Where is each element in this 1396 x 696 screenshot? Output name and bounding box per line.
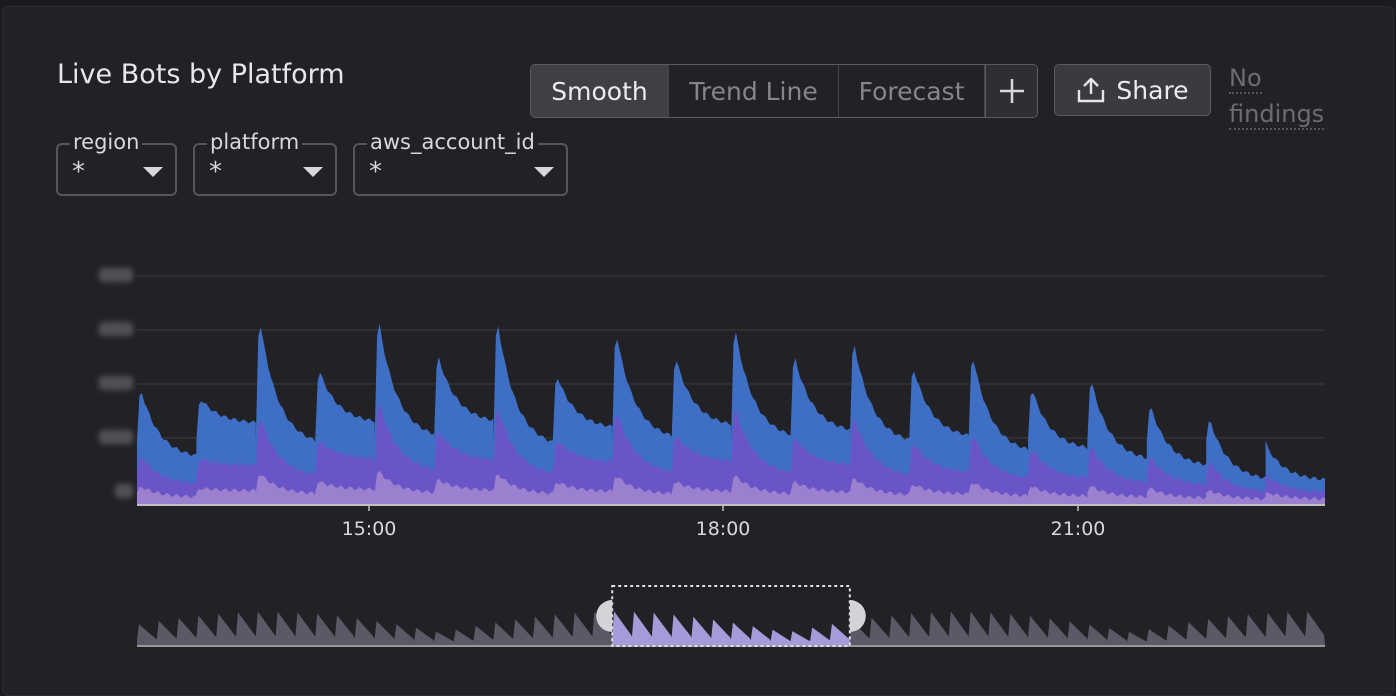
overview-left-handle[interactable]: [596, 600, 613, 632]
overview-area: [137, 611, 1325, 645]
overview-selected-area: [612, 611, 850, 645]
forecast-toggle[interactable]: Forecast: [839, 65, 985, 117]
overview-right-handle[interactable]: [849, 600, 866, 632]
platform-filter[interactable]: platform *: [193, 130, 337, 196]
widget-panel: [2, 6, 1394, 696]
region-filter[interactable]: region *: [56, 130, 177, 196]
findings-text: No findings: [1229, 64, 1325, 130]
series-area-top: [137, 323, 1325, 504]
y-tick-label: [99, 322, 133, 336]
region-filter-value: *: [72, 157, 85, 187]
upload-icon: [1078, 77, 1105, 103]
chevron-down-icon: [303, 167, 323, 177]
widget-title: Live Bots by Platform: [57, 59, 345, 90]
share-button[interactable]: Share: [1054, 64, 1211, 116]
y-tick-label: [99, 268, 133, 282]
share-label: Share: [1116, 75, 1189, 105]
aws-account-id-filter[interactable]: aws_account_id *: [353, 130, 568, 196]
aws-account-id-filter-value: *: [369, 157, 382, 187]
smooth-toggle[interactable]: Smooth: [531, 65, 669, 117]
x-tick-label: 18:00: [696, 518, 751, 540]
plus-icon: [999, 79, 1024, 103]
y-tick-label: [99, 430, 133, 444]
chevron-down-icon: [143, 167, 163, 177]
y-tick-label: [99, 376, 133, 390]
series-area-middle: [137, 402, 1325, 504]
add-option-button[interactable]: [985, 65, 1037, 117]
platform-filter-label: platform: [207, 130, 303, 154]
platform-filter-value: *: [209, 157, 222, 187]
region-filter-label: region: [70, 130, 143, 154]
series-area-bottom: [137, 470, 1325, 504]
findings-link[interactable]: No findings: [1229, 60, 1339, 132]
aws-account-id-filter-label: aws_account_id: [367, 130, 538, 154]
chevron-down-icon: [534, 167, 554, 177]
display-options-group: Smooth Trend Line Forecast: [530, 64, 1038, 118]
x-tick-label: 21:00: [1051, 518, 1106, 540]
x-tick-label: 15:00: [342, 518, 397, 540]
trend-line-toggle[interactable]: Trend Line: [669, 65, 839, 117]
y-tick-label: [115, 484, 133, 498]
